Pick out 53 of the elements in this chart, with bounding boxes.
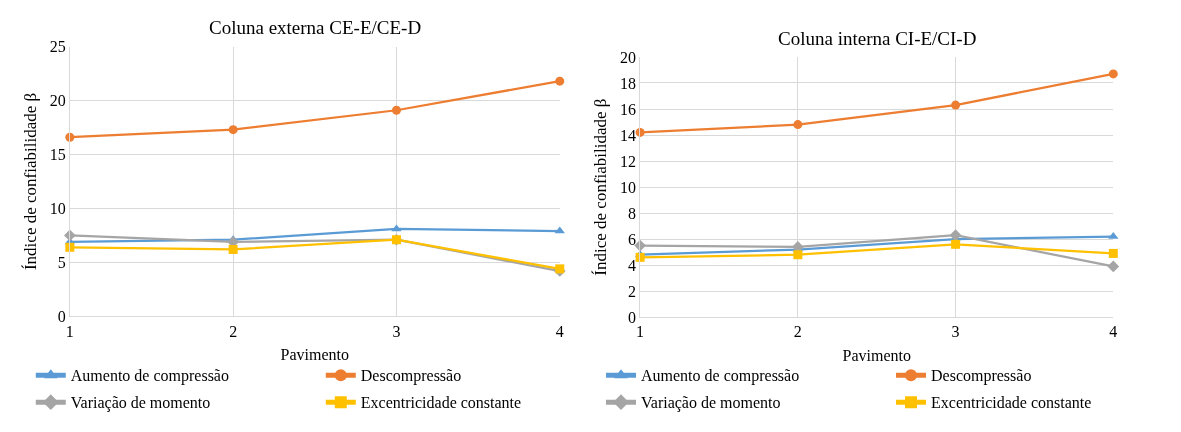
y-tick-label: 5 (57, 253, 66, 271)
x-tick-label: 2 (229, 322, 238, 340)
y-tick-label: 15 (49, 146, 66, 164)
legend-label: Descompressão (360, 367, 462, 386)
y-tick-label: 8 (627, 204, 636, 222)
y-tick-label: 10 (49, 200, 66, 218)
point (391, 224, 402, 232)
y-axis-title: Índice de confiabilidade β (21, 92, 41, 271)
chart-title: Coluna externa CE-E/CE-D (209, 17, 422, 38)
point (793, 250, 803, 260)
y-tick-label: 2 (627, 282, 636, 300)
legend-label: Aumento de compressão (641, 367, 800, 386)
x-tick-label: 3 (951, 323, 960, 341)
y-tick-label: 12 (619, 152, 636, 170)
chart-title: Coluna interna CI-E/CI-D (778, 28, 977, 49)
legend-label: Excentricidade constante (931, 394, 1092, 412)
legend-label: Descompressão (931, 367, 1032, 386)
x-tick-label: 3 (392, 322, 401, 340)
y-tick-label: 4 (627, 256, 636, 274)
point (951, 239, 961, 249)
point (634, 239, 646, 252)
x-tick-label: 1 (636, 323, 645, 341)
point (63, 229, 76, 242)
point (228, 244, 238, 254)
x-axis-title: Pavimento (280, 346, 350, 364)
y-tick-label: 25 (49, 38, 66, 56)
legend-label: Aumento de compressão (70, 367, 229, 386)
y-tick-label: 0 (57, 307, 66, 325)
point (1108, 69, 1118, 79)
legend-label: Variação de momento (641, 394, 781, 413)
point (951, 100, 961, 110)
y-tick-label: 0 (627, 308, 636, 326)
legend-label: Excentricidade constante (360, 394, 522, 412)
x-tick-label: 4 (555, 322, 564, 340)
y-tick-label: 20 (619, 48, 636, 66)
point (1107, 260, 1120, 273)
point (793, 120, 803, 130)
x-tick-label: 4 (1109, 323, 1118, 341)
legend-label: Variação de momento (70, 394, 211, 413)
y-tick-label: 14 (619, 126, 636, 144)
point (1108, 248, 1118, 258)
x-tick-label: 2 (793, 323, 802, 341)
y-tick-label: 10 (619, 178, 636, 196)
x-tick-label: 1 (65, 322, 74, 340)
point (391, 105, 401, 115)
y-tick-label: 18 (619, 74, 636, 92)
point (555, 76, 565, 86)
point (228, 125, 238, 135)
y-tick-label: 20 (49, 92, 66, 110)
y-tick-label: 16 (619, 100, 636, 118)
x-axis-title: Pavimento (842, 347, 911, 365)
y-tick-label: 6 (627, 230, 636, 248)
y-axis-title: Índice de confiabilidade β (591, 98, 611, 276)
